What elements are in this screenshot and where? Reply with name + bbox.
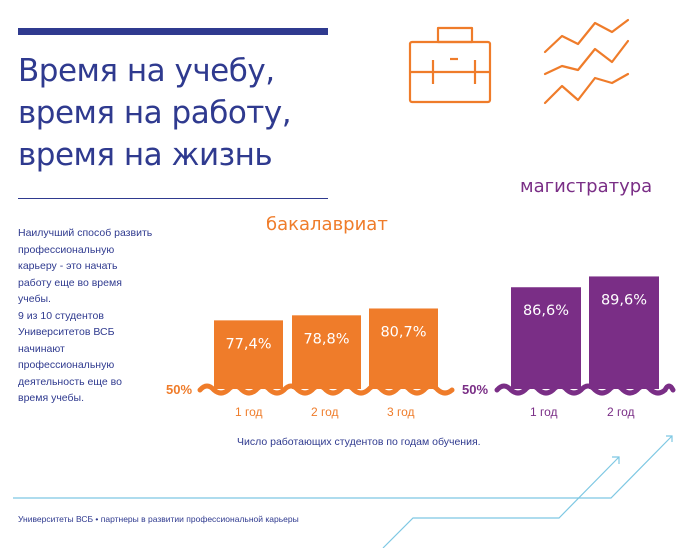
x-tick-label: 2 год bbox=[311, 405, 339, 419]
x-tick-label: 1 год bbox=[530, 405, 558, 419]
title-divider bbox=[18, 198, 328, 199]
intro-line: время учебы. bbox=[18, 392, 84, 404]
trend-lines-icon bbox=[543, 18, 630, 105]
bar bbox=[589, 276, 659, 389]
intro-line: учебы. bbox=[18, 293, 51, 305]
top-rule bbox=[18, 28, 328, 35]
bar-value-label: 78,8% bbox=[303, 331, 349, 347]
chart-caption: Число работающих студентов по годам обуч… bbox=[237, 436, 481, 448]
briefcase-icon bbox=[408, 26, 492, 104]
x-tick-label: 3 год bbox=[387, 405, 415, 419]
bachelor-group-title: бакалавриат bbox=[266, 214, 388, 235]
intro-line: Университетов ВСБ bbox=[18, 326, 115, 338]
master-group-title: магистратура bbox=[520, 176, 653, 197]
intro-line: профессиональную bbox=[18, 243, 115, 256]
intro-line: деятельность еще во bbox=[18, 375, 122, 388]
intro-line: 9 из 10 студентов bbox=[18, 309, 104, 322]
bar-value-label: 86,6% bbox=[523, 303, 569, 319]
intro-line: начинают bbox=[18, 342, 65, 355]
axis-break-wave bbox=[197, 383, 455, 396]
intro-line: профессиональную bbox=[18, 359, 115, 371]
bar bbox=[292, 315, 361, 389]
bar-value-label: 89,6% bbox=[601, 292, 647, 308]
axis-break-wave bbox=[494, 383, 676, 396]
page-title: Время на учебу, время на работу, время н… bbox=[18, 50, 348, 176]
footer-text: Университеты ВСБ • партнеры в развитии п… bbox=[18, 514, 299, 524]
bar bbox=[369, 308, 438, 389]
wave-mask bbox=[493, 395, 677, 401]
bar-value-label: 80,7% bbox=[380, 324, 426, 340]
bar-value-label: 77,4% bbox=[225, 336, 271, 352]
title-line: время на работу, bbox=[18, 95, 292, 131]
intro-line: карьеру - это начать bbox=[18, 260, 118, 272]
wave-mask bbox=[196, 395, 456, 401]
intro-text: Наилучший способ развить профессиональну… bbox=[18, 225, 188, 407]
bar bbox=[214, 320, 283, 389]
x-tick-label: 2 год bbox=[607, 405, 635, 419]
bachelor-axis-break-label: 50% bbox=[166, 382, 193, 397]
intro-line: работу еще во время bbox=[18, 276, 122, 289]
title-line: время на жизнь bbox=[18, 137, 273, 173]
master-axis-break-label: 50% bbox=[462, 382, 489, 397]
intro-line: Наилучший способ развить bbox=[18, 227, 153, 239]
x-tick-label: 1 год bbox=[235, 405, 263, 419]
title-line: Время на учебу, bbox=[18, 53, 275, 89]
bar bbox=[511, 287, 581, 389]
